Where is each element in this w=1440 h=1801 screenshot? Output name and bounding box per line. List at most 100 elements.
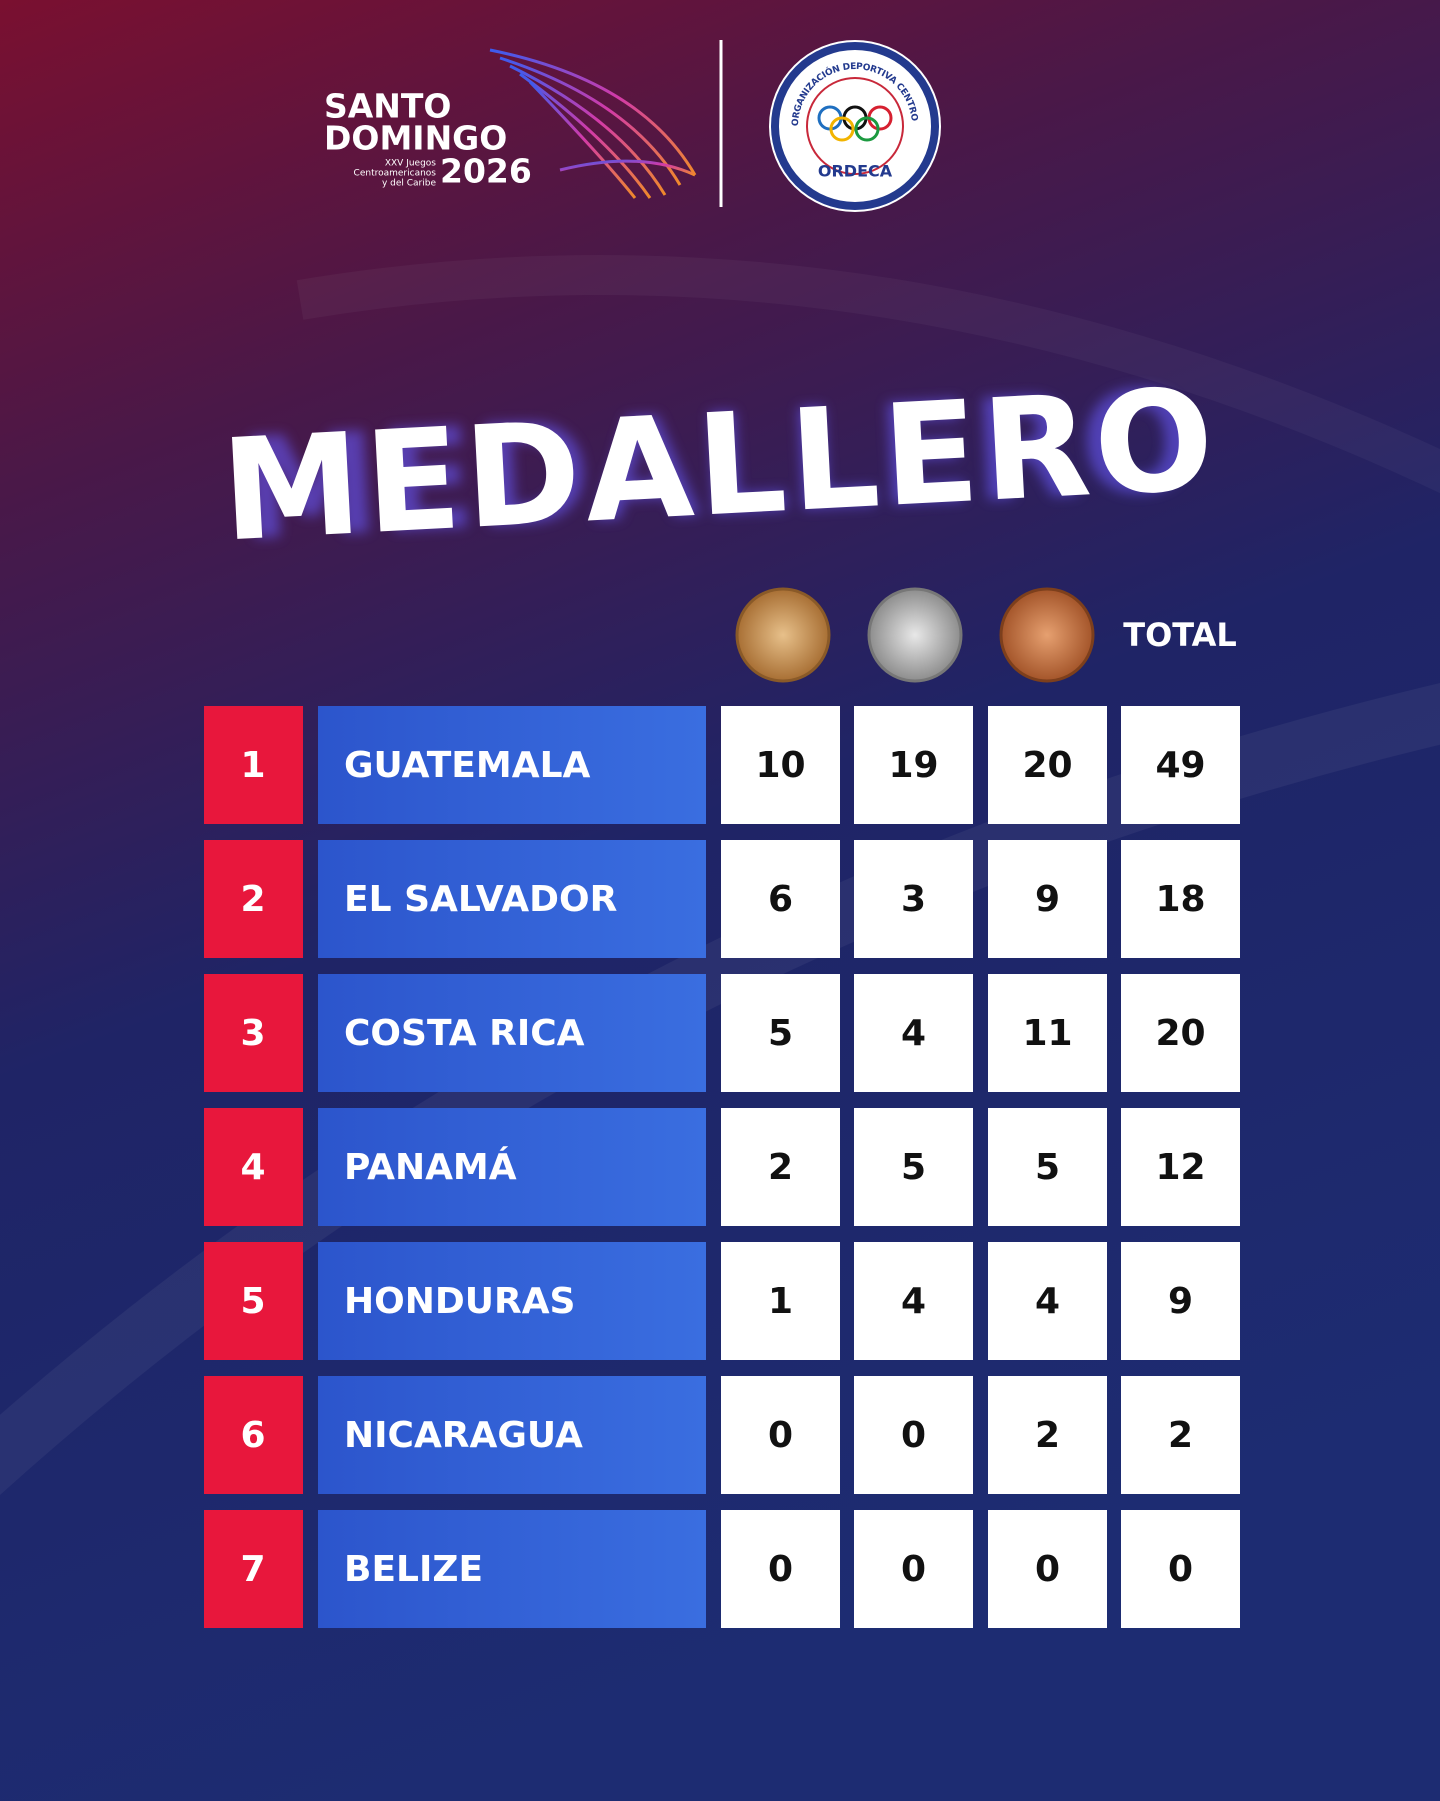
medal-count: 20	[1022, 745, 1072, 786]
medal-cell	[854, 1376, 973, 1494]
rank-cell	[204, 974, 303, 1092]
medal-count: 0	[901, 1415, 926, 1456]
table-row: 5 HONDURAS 1 4 4 9	[204, 1242, 1240, 1360]
medal-count: 5	[768, 1013, 793, 1054]
rank-cell	[204, 706, 303, 824]
medal-count: 2	[1035, 1415, 1060, 1456]
logo-name: ORDECA	[818, 162, 893, 181]
table-row: 3 COSTA RICA 5 4 11 20	[204, 974, 1240, 1092]
medal-cell	[721, 1108, 840, 1226]
medal-count: 4	[901, 1013, 926, 1054]
rank: 2	[240, 879, 265, 920]
medal-cell	[988, 706, 1107, 824]
medal-count: 19	[888, 745, 938, 786]
country-cell	[318, 840, 706, 958]
total-cell	[1121, 1376, 1240, 1494]
logo-subtext: y del Caribe	[382, 179, 437, 189]
country-cell	[318, 1108, 706, 1226]
rank-cell	[204, 1376, 303, 1494]
table-row: 1 GUATEMALA 10 19 20 49	[204, 706, 1240, 824]
country-cell	[318, 1376, 706, 1494]
total-cell	[1121, 706, 1240, 824]
medal-count: 3	[901, 879, 926, 920]
medal-cell	[988, 840, 1107, 958]
total: 0	[1168, 1549, 1193, 1590]
total: 20	[1155, 1013, 1205, 1054]
medal-cell	[988, 1242, 1107, 1360]
medal-count: 6	[768, 879, 793, 920]
medal-cell	[721, 974, 840, 1092]
medal-cell	[988, 1108, 1107, 1226]
medal-cell	[854, 840, 973, 958]
country-cell	[318, 706, 706, 824]
medal-count: 2	[768, 1147, 793, 1188]
medal-cell	[854, 1108, 973, 1226]
medal-count: 0	[1035, 1549, 1060, 1590]
total-cell	[1121, 1242, 1240, 1360]
medal-cell	[721, 1376, 840, 1494]
decor	[296, 255, 1440, 494]
silver-medal-icon	[867, 587, 963, 683]
rank-cell	[204, 1510, 303, 1628]
country: COSTA RICA	[344, 1013, 585, 1054]
country: HONDURAS	[344, 1281, 576, 1322]
medal-count: 0	[768, 1415, 793, 1456]
medal-count: 1	[768, 1281, 793, 1322]
medal-cell	[988, 1510, 1107, 1628]
medal-count: 4	[901, 1281, 926, 1322]
medal-cell	[854, 1242, 973, 1360]
logo-border	[771, 42, 939, 210]
medal-count: 4	[1035, 1281, 1060, 1322]
country: BELIZE	[344, 1549, 483, 1590]
logo-subtext: Centroamericanos	[354, 169, 437, 179]
total-cell	[1121, 1108, 1240, 1226]
country: EL SALVADOR	[344, 879, 617, 920]
medal-cell	[854, 1510, 973, 1628]
rank: 5	[240, 1281, 265, 1322]
table-row: 7 BELIZE 0 0 0 0	[204, 1510, 1240, 1628]
olympic-rings	[817, 105, 893, 142]
rank: 1	[240, 745, 265, 786]
total-cell	[1121, 1510, 1240, 1628]
total-cell	[1121, 840, 1240, 958]
medal-cell	[721, 1242, 840, 1360]
table-row: 6 NICARAGUA 0 0 2 2	[204, 1376, 1240, 1494]
medal-cell	[988, 1376, 1107, 1494]
rank: 4	[240, 1147, 265, 1188]
rank-cell	[204, 1108, 303, 1226]
logo-year: 2026	[440, 152, 532, 191]
rank: 6	[240, 1415, 265, 1456]
country: PANAMÁ	[344, 1146, 517, 1188]
medal-count: 10	[755, 745, 805, 786]
total: 18	[1155, 879, 1205, 920]
country-cell	[318, 974, 706, 1092]
rank-cell	[204, 840, 303, 958]
bronze-medal-icon	[999, 587, 1095, 683]
medal-cell	[854, 974, 973, 1092]
medal-count: 0	[768, 1549, 793, 1590]
total: 49	[1155, 745, 1205, 786]
rank: 7	[240, 1549, 265, 1590]
total: 2	[1168, 1415, 1193, 1456]
medal-count: 9	[1035, 879, 1060, 920]
logo-text: DOMINGO	[324, 119, 507, 158]
medal-cell	[721, 1510, 840, 1628]
logo-swoosh	[489, 48, 697, 199]
table-row: 4 PANAMÁ 2 5 5 12	[204, 1108, 1240, 1226]
medal-cell	[988, 974, 1107, 1092]
country: NICARAGUA	[344, 1415, 583, 1456]
logo-text: SANTO	[324, 87, 452, 126]
total: 12	[1155, 1147, 1205, 1188]
medal-count: 0	[901, 1549, 926, 1590]
logo-subtext: XXV Juegos	[385, 159, 436, 169]
table-row: 2 EL SALVADOR 6 3 9 18	[204, 840, 1240, 958]
rank: 3	[240, 1013, 265, 1054]
country-cell	[318, 1510, 706, 1628]
gold-medal-icon	[735, 587, 831, 683]
medal-cell	[854, 706, 973, 824]
medal-header: TOTAL	[735, 587, 1237, 683]
total: 9	[1168, 1281, 1193, 1322]
total-header: TOTAL	[1123, 616, 1237, 654]
medal-table: 1 GUATEMALA 10 19 20 492 EL SALVADOR 6 3 9 183 COST…	[204, 706, 1240, 1628]
